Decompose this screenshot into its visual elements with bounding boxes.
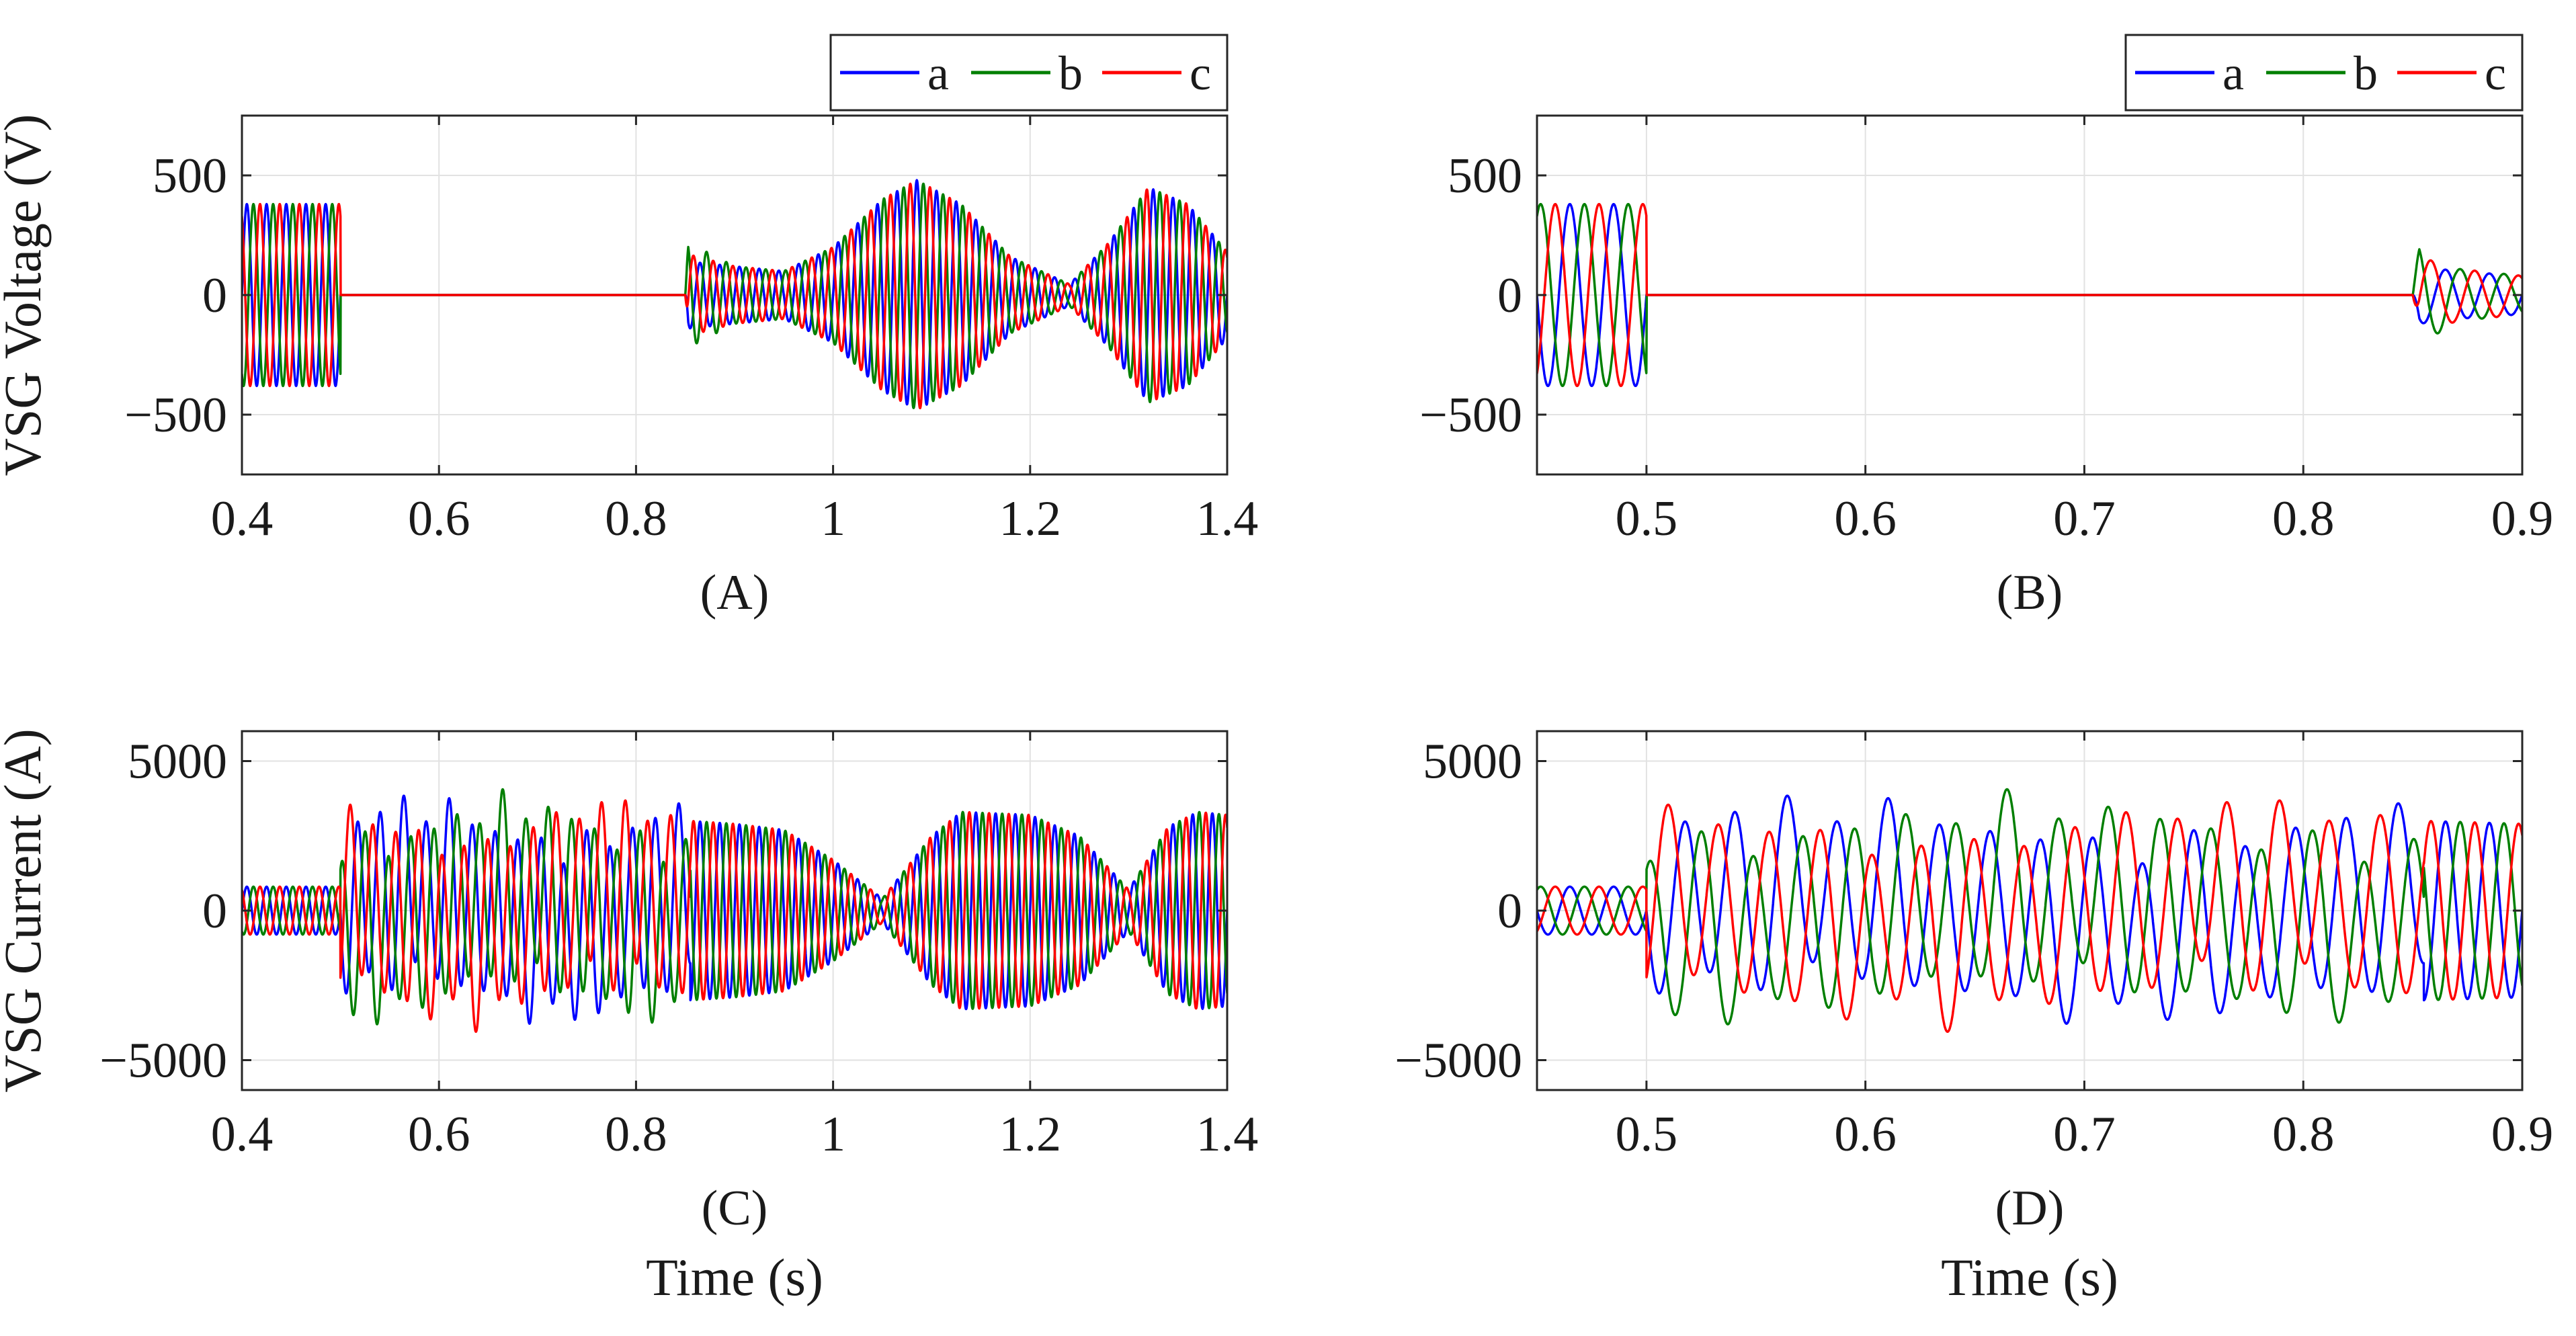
- x-axis-label: Time (s): [646, 1248, 823, 1306]
- series-line-a: [1537, 794, 2522, 1025]
- x-tick-label: 0.5: [1616, 491, 1678, 546]
- series-line-a: [242, 794, 1227, 1025]
- x-axis-label: Time (s): [1941, 1248, 2118, 1306]
- panel-label: (C): [702, 1181, 768, 1236]
- y-tick-label: 0: [1497, 268, 1522, 323]
- x-tick-label: 0.4: [211, 1107, 274, 1162]
- legend: a b c: [2124, 34, 2524, 112]
- x-tick-label: 0.7: [2053, 491, 2116, 546]
- x-tick-label: 1.2: [999, 1107, 1062, 1162]
- legend-label-c: c: [2485, 46, 2506, 100]
- x-tick-label: 0.6: [408, 491, 470, 546]
- series-line-c: [242, 182, 1227, 409]
- series-group: [1537, 788, 2522, 1033]
- legend-label-b: b: [1058, 46, 1083, 100]
- y-axis-label: VSG Current (A): [0, 728, 52, 1093]
- x-tick-label: 1.2: [999, 491, 1062, 546]
- y-tick-label: −5000: [1395, 1034, 1522, 1089]
- legend-label-a: a: [927, 46, 949, 100]
- x-tick-label: 0.9: [2491, 1107, 2554, 1162]
- panel-A: 0.4 0.6 0.8 1 1.2 1.4 −500 0 500 VSG Voltage (V) (…: [0, 34, 1259, 620]
- legend-label-b: b: [2354, 46, 2378, 100]
- x-tick-label: 0.8: [605, 1107, 667, 1162]
- legend-label-c: c: [1190, 46, 1211, 100]
- x-tick-label: 0.5: [1616, 1107, 1678, 1162]
- y-tick-label: 500: [153, 149, 227, 204]
- y-tick-label: 0: [202, 884, 227, 939]
- series-line-c: [1537, 799, 2522, 1033]
- x-tick-label: 0.6: [1834, 1107, 1897, 1162]
- legend: a b c: [829, 34, 1229, 112]
- y-tick-label: 0: [202, 268, 227, 323]
- y-tick-label: −5000: [99, 1034, 227, 1089]
- series-group: [242, 788, 1227, 1033]
- y-tick-label: 500: [1448, 149, 1522, 204]
- x-tick-label: 1.4: [1196, 1107, 1259, 1162]
- y-tick-label: 5000: [1423, 735, 1522, 790]
- y-tick-label: 0: [1497, 884, 1522, 939]
- panel-label: (D): [1995, 1181, 2065, 1236]
- x-tick-label: 1: [821, 491, 845, 546]
- x-tick-label: 0.6: [1834, 491, 1897, 546]
- panel-B: 0.5 0.6 0.7 0.8 0.9 −500 0 500 (B) a b c: [1419, 34, 2554, 620]
- legend-label-a: a: [2222, 46, 2244, 100]
- y-tick-label: −500: [1419, 388, 1522, 443]
- x-tick-label: 0.9: [2491, 491, 2554, 546]
- x-tick-label: 0.8: [605, 491, 667, 546]
- panel-label: (A): [700, 565, 770, 620]
- x-tick-label: 1.4: [1196, 491, 1259, 546]
- y-tick-label: −500: [124, 388, 227, 443]
- series-line-b: [242, 788, 1227, 1026]
- panel-label: (B): [1997, 565, 2063, 620]
- x-tick-label: 0.8: [2272, 491, 2335, 546]
- series-line-c: [242, 799, 1227, 1033]
- series-line-b: [1537, 788, 2522, 1026]
- y-tick-label: 5000: [128, 735, 227, 790]
- series-group: [242, 179, 1227, 409]
- panel-C: 0.4 0.6 0.8 1 1.2 1.4 −5000 0 5000 VSG Current (A…: [0, 728, 1258, 1306]
- x-tick-label: 0.8: [2272, 1107, 2335, 1162]
- y-axis-label: VSG Voltage (V): [0, 114, 52, 476]
- x-tick-label: 1: [821, 1107, 845, 1162]
- x-tick-label: 0.6: [408, 1107, 470, 1162]
- series-line-c: [1537, 202, 2522, 388]
- x-tick-label: 0.7: [2053, 1107, 2116, 1162]
- x-tick-label: 0.4: [211, 491, 274, 546]
- series-group: [1537, 202, 2522, 388]
- panel-D: 0.5 0.6 0.7 0.8 0.9 −5000 0 5000 (D) Time (s): [1395, 730, 2554, 1306]
